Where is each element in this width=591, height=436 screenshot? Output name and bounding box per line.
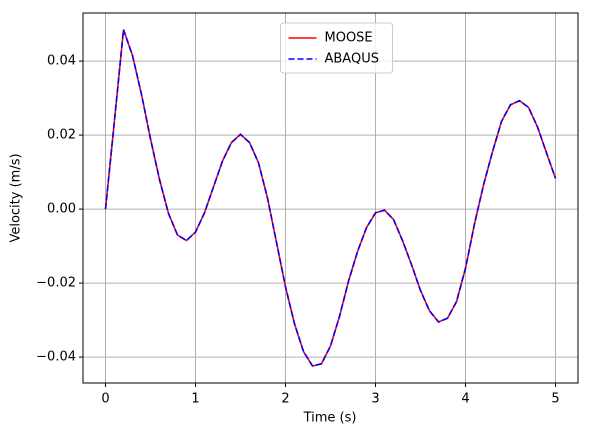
y-tick-label: 0.04 [47, 54, 76, 69]
x-tick-label: 5 [551, 392, 559, 407]
x-tick-label: 4 [461, 392, 469, 407]
x-axis-label: Time (s) [303, 411, 357, 426]
x-tick-label: 2 [281, 392, 289, 407]
legend-label: MOOSE [325, 31, 373, 46]
x-tick-label: 3 [371, 392, 379, 407]
x-tick-label: 1 [191, 392, 199, 407]
legend-box [280, 22, 393, 74]
legend-label: ABAQUS [325, 52, 379, 67]
series-line [104, 29, 557, 367]
y-axis-label: Velocity (m/s) [9, 153, 24, 242]
y-tick-label: −0.04 [36, 350, 76, 365]
plot-frame [82, 12, 579, 384]
x-tick-label: 0 [101, 392, 109, 407]
y-tick-label: −0.02 [36, 276, 76, 291]
series-line [104, 29, 557, 367]
y-tick-label: 0.02 [47, 128, 76, 143]
y-tick-label: 0.00 [47, 202, 76, 217]
